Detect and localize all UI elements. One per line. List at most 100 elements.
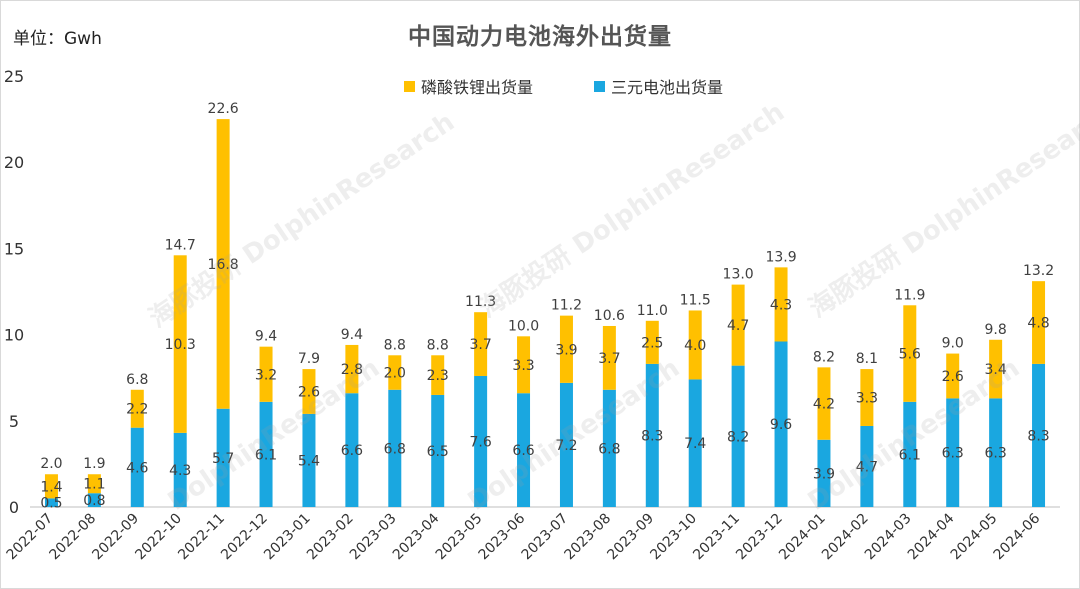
x-tick-label: 2023-12	[733, 511, 786, 564]
data-label-ncm: 7.6	[469, 434, 491, 450]
x-tick-label: 2022-10	[132, 511, 185, 564]
data-label-ncm: 0.8	[83, 493, 105, 509]
bar-ncm	[474, 375, 488, 507]
x-tick-label: 2022-09	[89, 511, 142, 564]
bar-ncm	[44, 498, 58, 507]
x-tick-label: 2022-07	[4, 511, 57, 564]
x-tick-label: 2022-08	[47, 511, 100, 564]
bar-ncm	[731, 365, 745, 507]
data-label-ncm: 8.3	[641, 428, 663, 444]
data-label-total: 9.4	[341, 327, 363, 343]
data-label-total: 22.6	[208, 101, 239, 117]
data-label-total: 14.7	[165, 237, 196, 253]
data-label-total: 13.9	[765, 249, 796, 265]
data-label-ncm: 6.1	[255, 447, 277, 463]
chart-title: 中国动力电池海外出货量	[408, 24, 672, 50]
x-tick-label: 2023-08	[562, 511, 615, 564]
x-tick-label: 2023-04	[390, 510, 443, 563]
x-tick-label: 2022-12	[218, 511, 271, 564]
bar-ncm	[602, 389, 616, 507]
bar-ncm	[989, 398, 1003, 507]
bar-lfp	[559, 315, 573, 383]
data-label-total: 11.2	[551, 298, 582, 314]
bar-ncm	[130, 427, 144, 507]
data-label-lfp: 4.3	[770, 297, 792, 313]
data-label-lfp: 4.2	[813, 397, 835, 413]
bar-lfp	[903, 305, 917, 402]
data-label-ncm: 7.4	[684, 436, 706, 452]
data-label-ncm: 4.6	[126, 460, 148, 476]
data-label-ncm: 6.5	[427, 444, 449, 460]
x-tick-label: 2023-05	[433, 511, 486, 564]
bar-lfp	[688, 310, 702, 380]
x-tick-label: 2023-02	[304, 511, 357, 564]
data-label-ncm: 5.4	[298, 453, 320, 469]
data-label-lfp: 3.2	[255, 367, 277, 383]
data-label-ncm: 4.3	[169, 463, 191, 479]
bar-ncm	[388, 389, 402, 507]
bar-lfp	[774, 267, 788, 342]
legend-swatch-ncm	[594, 80, 605, 92]
data-label-ncm: 6.8	[384, 441, 406, 457]
data-label-total: 6.8	[126, 372, 148, 388]
bar-lfp	[302, 369, 316, 414]
data-label-total: 10.6	[594, 308, 625, 324]
x-tick-label: 2023-10	[647, 511, 700, 564]
y-tick-label: 25	[4, 67, 24, 86]
bar-lfp	[216, 119, 230, 409]
data-label-lfp: 3.3	[512, 358, 534, 374]
y-tick-label: 15	[4, 239, 24, 258]
x-tick-label: 2024-02	[819, 511, 872, 564]
data-label-total: 9.0	[942, 336, 964, 352]
bar-ncm	[431, 394, 445, 507]
data-label-ncm: 6.6	[341, 443, 363, 459]
data-label-lfp: 4.7	[727, 318, 749, 334]
bar-ncm	[688, 379, 702, 507]
data-label-total: 11.5	[680, 292, 711, 308]
data-label-lfp: 10.3	[165, 337, 196, 353]
data-label-total: 13.0	[723, 267, 754, 283]
bar-ncm	[259, 401, 273, 507]
data-label-lfp: 2.6	[942, 369, 964, 385]
bar-lfp	[173, 255, 187, 433]
data-label-lfp: 3.4	[984, 362, 1006, 378]
bar-lfp	[946, 353, 960, 399]
legend-label-ncm: 三元电池出货量	[611, 78, 724, 97]
data-label-ncm: 0.5	[40, 496, 62, 512]
data-label-ncm: 8.3	[1027, 428, 1049, 444]
bar-lfp	[517, 336, 531, 394]
bar-lfp	[388, 355, 402, 390]
data-label-ncm: 5.7	[212, 451, 234, 467]
legend-item-ncm: 三元电池出货量	[594, 74, 723, 98]
x-tick-label: 2023-09	[604, 511, 657, 564]
data-label-ncm: 3.9	[813, 466, 835, 482]
data-label-lfp: 1.4	[40, 479, 62, 495]
bar-lfp	[1032, 281, 1046, 364]
x-tick-label: 2024-01	[776, 511, 829, 564]
data-label-lfp: 2.5	[641, 335, 663, 351]
bar-ncm	[302, 413, 316, 507]
x-tick-label: 2023-06	[476, 510, 529, 563]
bar-ncm	[173, 432, 187, 507]
bar-lfp	[602, 325, 616, 390]
data-label-total: 8.8	[384, 337, 406, 353]
legend-label-lfp: 磷酸铁锂出货量	[421, 78, 534, 97]
data-label-lfp: 3.3	[856, 391, 878, 407]
x-tick-label: 2024-05	[948, 511, 1001, 564]
data-label-lfp: 2.8	[341, 362, 363, 378]
y-tick-label: 5	[9, 412, 19, 431]
data-label-ncm: 6.3	[984, 446, 1006, 462]
data-label-lfp: 3.9	[555, 342, 577, 358]
data-label-lfp: 5.6	[899, 347, 921, 363]
data-label-total: 11.0	[637, 303, 668, 319]
bar-ncm	[87, 493, 101, 507]
data-label-total: 1.9	[83, 456, 105, 472]
x-tick-label: 2023-11	[690, 511, 743, 564]
bar-lfp	[259, 346, 273, 402]
bar-lfp	[345, 344, 359, 394]
data-label-total: 8.2	[813, 349, 835, 365]
bar-lfp	[44, 474, 58, 499]
bar-lfp	[860, 369, 874, 426]
bar-lfp	[645, 320, 659, 364]
